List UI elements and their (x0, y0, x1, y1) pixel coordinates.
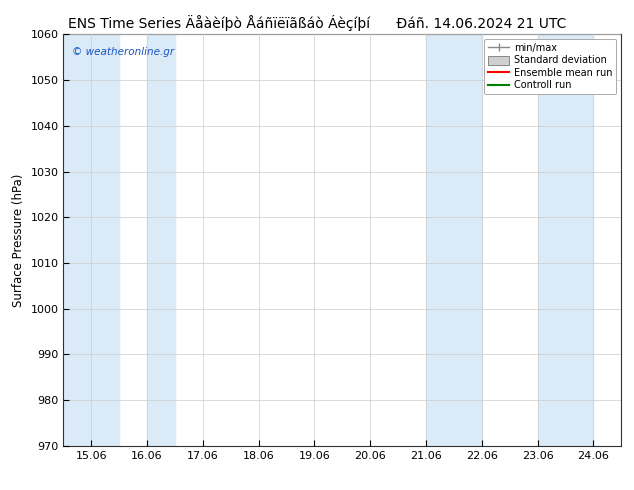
Y-axis label: Surface Pressure (hPa): Surface Pressure (hPa) (12, 173, 25, 307)
Bar (147, 34, 175, 446)
Bar (538, 34, 593, 446)
Bar (426, 34, 482, 446)
Legend: min/max, Standard deviation, Ensemble mean run, Controll run: min/max, Standard deviation, Ensemble me… (484, 39, 616, 94)
Text: © weatheronline.gr: © weatheronline.gr (72, 47, 174, 57)
Bar (63, 34, 119, 446)
Text: ENS Time Series Äåàèíþò Åáñïëïãßáò Áèçíþí      Đáñ. 14.06.2024 21 UTC: ENS Time Series Äåàèíþò Åáñïëïãßáò Áèçíþ… (68, 15, 566, 31)
